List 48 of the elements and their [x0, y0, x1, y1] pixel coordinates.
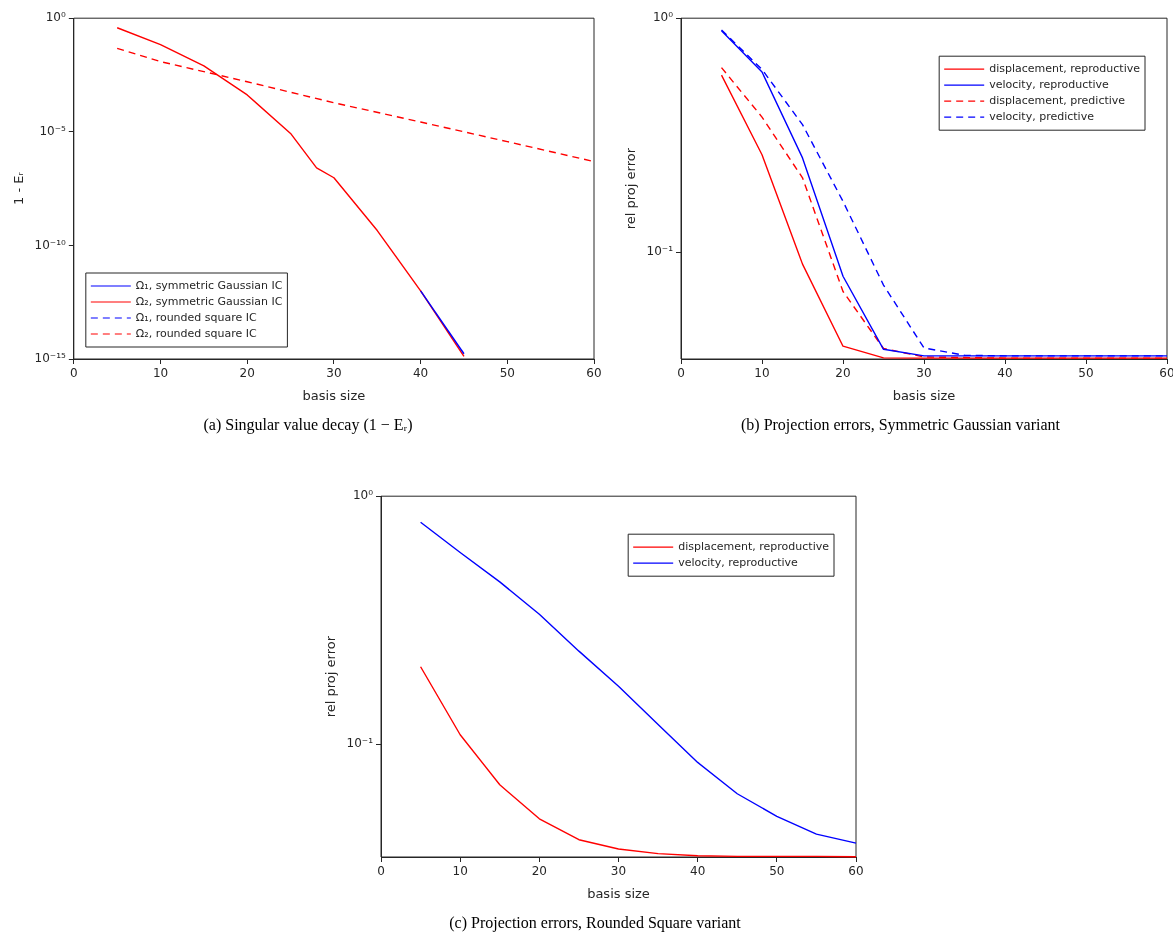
x-tick-label: 30	[326, 366, 342, 381]
x-tick-label: 60	[1159, 366, 1173, 381]
x-tick-label: 10	[452, 864, 468, 879]
x-tick-label: 40	[997, 366, 1013, 381]
x-tick-label: 0	[677, 366, 685, 381]
x-axis-title: basis size	[302, 387, 366, 403]
x-tick-label: 0	[70, 366, 78, 381]
x-tick-label: 60	[586, 366, 602, 381]
x-axis-title: basis size	[892, 387, 956, 403]
y-axis-title: 1 - Eᵣ	[11, 171, 27, 206]
legend-label: velocity, reproductive	[989, 78, 1110, 92]
y-tick-label: 10⁰	[652, 10, 674, 25]
x-tick-label: 0	[377, 864, 385, 879]
y-axis-title: rel proj error	[323, 635, 339, 718]
x-tick-label: 50	[499, 366, 515, 381]
y-axis-title: rel proj error	[623, 147, 639, 230]
x-tick-label: 40	[412, 366, 429, 381]
legend-label: displacement, predictive	[989, 94, 1126, 108]
x-tick-label: 10	[152, 366, 169, 381]
legend-label: velocity, reproductive	[678, 556, 799, 570]
y-tick-label: 10⁰	[45, 10, 66, 25]
x-tick-label: 20	[531, 864, 547, 879]
legend-label: velocity, predictive	[989, 110, 1095, 124]
legend-label: displacement, reproductive	[989, 62, 1141, 76]
text: (a) Singular value decay (1 − Eᵣ)	[202, 416, 414, 434]
x-tick-label: 60	[848, 864, 864, 879]
y-tick-label: 10⁻¹	[346, 736, 374, 751]
legend-label: Ω₂, rounded square IC	[135, 326, 258, 340]
text: (c) Projection errors, Rounded Square variant	[448, 914, 742, 932]
y-tick-label: 10⁻¹⁵	[34, 351, 66, 366]
x-tick-label: 20	[239, 366, 255, 381]
x-tick-label: 10	[754, 366, 770, 381]
legend-label: Ω₁, symmetric Gaussian IC	[135, 278, 283, 292]
y-tick-label: 10⁻¹	[646, 244, 674, 259]
x-tick-label: 30	[610, 864, 627, 879]
x-tick-label: 50	[769, 864, 785, 879]
x-tick-label: 30	[916, 366, 932, 381]
legend-label: Ω₁, rounded square IC	[135, 310, 258, 324]
legend-label: displacement, reproductive	[678, 540, 830, 554]
x-axis-title: basis size	[587, 885, 650, 901]
text: (b) Projection errors, Symmetric Gaussian variant	[740, 416, 1061, 434]
legend-label: Ω₂, symmetric Gaussian IC	[135, 294, 283, 308]
x-tick-label: 20	[835, 366, 851, 381]
x-tick-label: 50	[1078, 366, 1094, 381]
y-tick-label: 10⁻⁵	[39, 123, 67, 138]
x-tick-label: 40	[690, 864, 706, 879]
y-tick-label: 10⁻¹⁰	[34, 237, 66, 252]
y-tick-label: 10⁰	[352, 488, 374, 503]
